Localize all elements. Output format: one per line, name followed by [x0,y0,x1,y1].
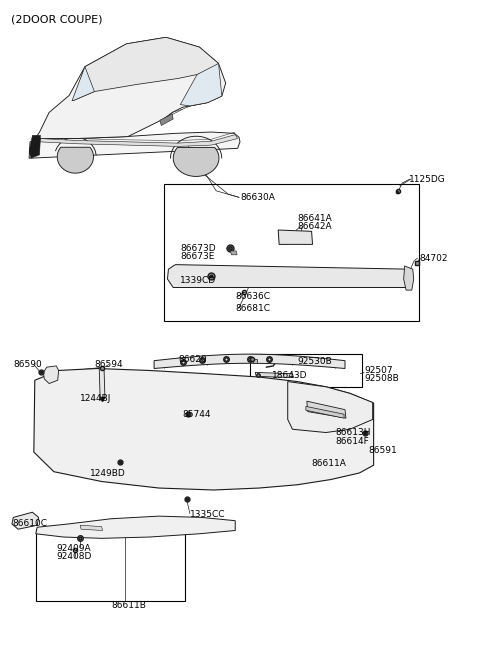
Polygon shape [306,406,344,418]
Polygon shape [180,64,222,106]
Text: 1249BD: 1249BD [90,468,125,478]
Polygon shape [255,373,293,378]
Polygon shape [173,148,219,176]
Polygon shape [288,382,372,432]
Text: 92409A: 92409A [56,544,91,552]
Text: 86681C: 86681C [235,304,270,313]
Text: 86630A: 86630A [240,193,275,202]
Polygon shape [57,147,94,173]
Text: 1244BJ: 1244BJ [80,394,111,403]
Text: 86620: 86620 [178,355,206,364]
Text: 1339CD: 1339CD [180,276,216,285]
Polygon shape [307,401,346,418]
Text: 86642A: 86642A [297,222,332,232]
Polygon shape [36,516,235,539]
Text: 92507: 92507 [364,366,393,375]
Text: 86611A: 86611A [312,459,347,468]
Polygon shape [253,359,257,363]
Text: 1125DG: 1125DG [409,174,446,184]
Text: 92408D: 92408D [56,552,92,561]
Polygon shape [168,264,413,287]
Text: 1335CC: 1335CC [190,510,226,519]
Polygon shape [34,369,373,490]
Polygon shape [154,354,345,369]
Polygon shape [29,135,40,158]
Text: 86673D: 86673D [180,244,216,253]
Polygon shape [99,367,105,400]
Text: 86641A: 86641A [297,214,332,223]
Polygon shape [43,366,59,384]
Polygon shape [31,37,226,145]
Text: 86591: 86591 [369,446,397,455]
Polygon shape [12,512,38,529]
Polygon shape [72,67,95,100]
Polygon shape [278,230,312,245]
Polygon shape [230,251,237,255]
Text: 84702: 84702 [419,254,447,262]
Polygon shape [80,525,103,531]
Polygon shape [29,132,240,158]
Text: 92508B: 92508B [364,375,399,384]
Text: 85744: 85744 [183,410,211,419]
Text: 86590: 86590 [13,360,42,369]
Polygon shape [404,266,414,290]
Text: (2DOOR COUPE): (2DOOR COUPE) [11,14,102,24]
Polygon shape [160,113,173,125]
Text: 86636C: 86636C [235,292,270,301]
Polygon shape [39,134,238,146]
Text: 18643D: 18643D [273,371,308,380]
Text: 86673E: 86673E [180,253,215,261]
Text: 86610C: 86610C [12,520,47,529]
Text: 86611B: 86611B [111,601,146,610]
Bar [250,354,362,387]
Text: 92530B: 92530B [297,358,332,367]
Text: 86613H: 86613H [336,428,371,437]
Bar [36,529,185,601]
Text: 86594: 86594 [95,360,123,369]
Text: 86614F: 86614F [336,436,369,445]
Polygon shape [73,37,218,100]
Bar [164,184,419,321]
